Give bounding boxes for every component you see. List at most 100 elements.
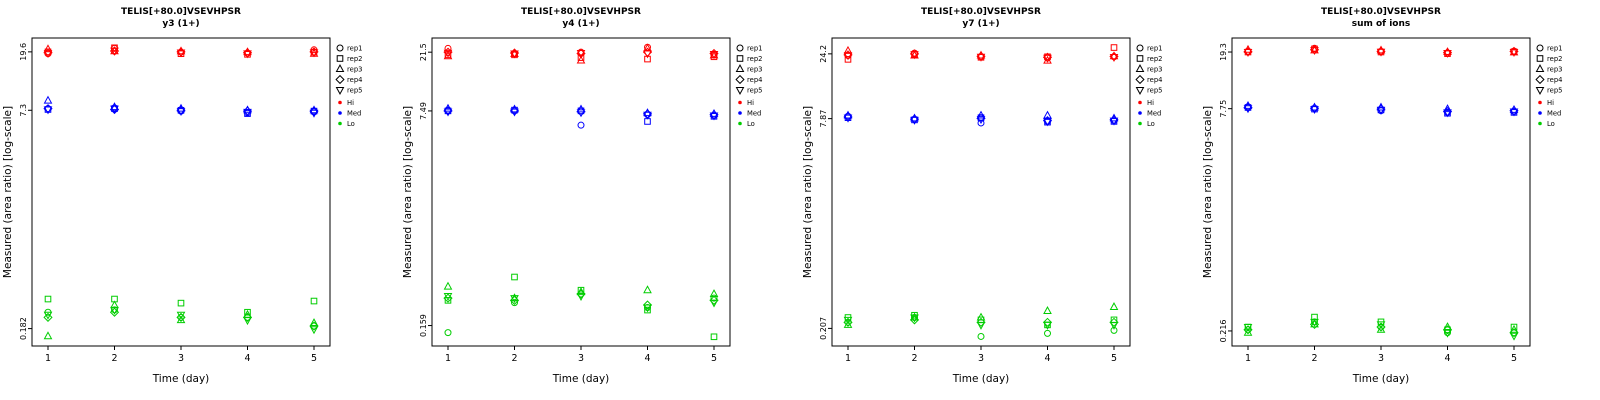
data-point-med-rep3-day4 [1443,104,1452,113]
data-point-lo-rep5-day5 [709,299,719,308]
data-point-lo-rep3-day5 [1109,302,1119,311]
data-point-med-rep3-day1 [43,95,53,104]
x-tick-label: 1 [845,353,851,364]
legend-label-lo: Lo [347,120,355,128]
data-point-hi-rep5-day3 [576,49,586,58]
legend-label-rep1: rep1 [347,44,362,52]
y-axis-label: Measured (area ratio) [log-scale] [2,106,14,278]
legend-symbol-rep3 [735,64,745,72]
chart-title-block: TELIS[+80.0]VSEVHPSR sum of ions [1200,0,1562,34]
legend-symbol-rep1 [736,44,744,52]
data-point-med-rep1-day3 [577,121,585,129]
y-tick-label: 7.3 [19,104,28,117]
plot-border [31,37,331,347]
data-point-med-rep5-day1 [843,114,853,123]
data-point-med-rep5-day2 [110,105,119,114]
data-point-hi-rep3-day1 [43,44,53,53]
data-point-hi-rep3-day3 [176,46,186,55]
legend-symbol-rep2 [736,55,744,62]
data-point-lo-rep5-day4 [1443,329,1452,338]
y-axis-label: Measured (area ratio) [log-scale] [802,106,814,278]
legend-label-rep5: rep5 [1147,86,1162,94]
data-point-lo-rep5-day4 [243,317,252,326]
data-point-med-rep5-day1 [43,106,53,115]
data-point-lo-rep5-day1 [1243,324,1253,332]
y-axis-label: Measured (area ratio) [log-scale] [402,106,414,278]
chart-title: TELIS[+80.0]VSEVHPSR [521,7,641,17]
data-point-med-rep5-day5 [1109,117,1119,126]
data-point-med-rep5-day2 [1310,106,1319,115]
legend-dot-med [738,111,742,115]
legend-dot-med [1538,111,1542,115]
legend-label-rep1: rep1 [1147,44,1162,52]
legend-symbol-rep5 [735,87,745,95]
data-point-med-rep5-day5 [309,109,319,118]
x-axis-label: Time (day) [952,373,1010,385]
data-point-hi-rep5-day1 [443,49,453,58]
legend-dot-lo [1538,121,1542,126]
data-point-lo-rep2-day5 [710,333,718,341]
legend-label-rep5: rep5 [747,86,762,94]
legend-label-lo: Lo [747,120,755,128]
legend-symbol-rep5 [1135,87,1145,95]
legend-label-rep1: rep1 [1547,44,1562,52]
data-point-lo-rep4-day4 [1042,317,1053,327]
legend-label-rep3: rep3 [1147,65,1162,73]
data-point-hi-rep5-day5 [709,51,719,59]
legend-label-med: Med [747,109,761,117]
legend-symbol-rep4 [1535,74,1545,85]
y-tick-label: 7.87 [819,110,828,128]
data-point-hi-rep3-day2 [1310,45,1319,54]
data-point-lo-rep5-day3 [1376,321,1386,330]
data-point-hi-rep2-day1 [844,56,852,63]
data-point-lo-rep4-day2 [1309,319,1320,330]
data-point-med-rep3-day3 [576,104,586,113]
x-tick-label: 3 [1378,353,1384,364]
data-point-hi-rep5-day4 [243,50,252,59]
panel-y4: TELIS[+80.0]VSEVHPSR y4 (1+) 1 2 3 4 5 21.5 7.… [400,0,800,400]
y-tick-label: 0.216 [1219,319,1228,342]
data-point-lo-rep5-day5 [1509,332,1519,341]
data-point-lo-rep4-day2 [509,295,520,305]
data-point-lo-rep1-day3 [1377,323,1385,331]
legend-label-rep2: rep2 [747,55,762,63]
legend-label-rep3: rep3 [1547,65,1562,73]
legend-symbol-rep2 [336,55,344,62]
data-point-hi-rep5-day4 [643,50,652,59]
data-point-lo-rep1-day3 [977,332,985,340]
legend-label-lo: Lo [1147,120,1155,128]
x-tick-label: 2 [511,353,517,364]
data-point-lo-rep4-day2 [109,307,120,317]
y-tick-label: 7.75 [1219,100,1228,118]
data-point-lo-rep3-day4 [1443,322,1452,331]
x-tick-label: 1 [1245,353,1251,364]
x-tick-label: 4 [1444,353,1450,364]
legend-symbol-rep1 [1136,44,1144,52]
x-tick-label: 5 [1511,353,1517,364]
data-point-lo-rep5-day3 [976,321,986,330]
x-tick-label: 4 [244,353,250,364]
data-point-lo-rep1-day3 [177,313,185,321]
x-tick-label: 1 [445,353,451,364]
data-point-hi-rep5-day3 [1376,48,1386,57]
data-point-lo-rep4-day5 [1109,317,1119,327]
data-point-hi-rep5-day1 [43,50,53,59]
legend-label-rep5: rep5 [1547,86,1562,94]
x-tick-label: 3 [578,353,584,364]
legend-symbol-rep5 [335,87,345,95]
data-point-lo-rep4-day1 [43,312,53,322]
y-tick-label: 24.2 [819,45,828,63]
y-tick-label: 7.49 [419,102,428,120]
data-point-lo-rep2-day4 [644,306,651,314]
legend-dot-hi [1138,100,1142,105]
data-point-lo-rep3-day5 [309,318,319,327]
data-point-lo-rep3-day1 [43,331,53,340]
legend-label-rep3: rep3 [347,65,362,73]
scatter-plot-y4: 1 2 3 4 5 21.5 7.49 0.159 Time (day) Measured (ar… [402,37,762,385]
legend-label-rep2: rep2 [1547,55,1562,63]
data-point-lo-rep3-day5 [1509,324,1519,333]
legend-symbol-rep2 [1136,55,1144,62]
data-point-hi-rep3-day4 [243,47,252,56]
data-point-lo-rep2-day3 [177,299,185,307]
data-point-hi-rep5-day2 [510,50,519,59]
